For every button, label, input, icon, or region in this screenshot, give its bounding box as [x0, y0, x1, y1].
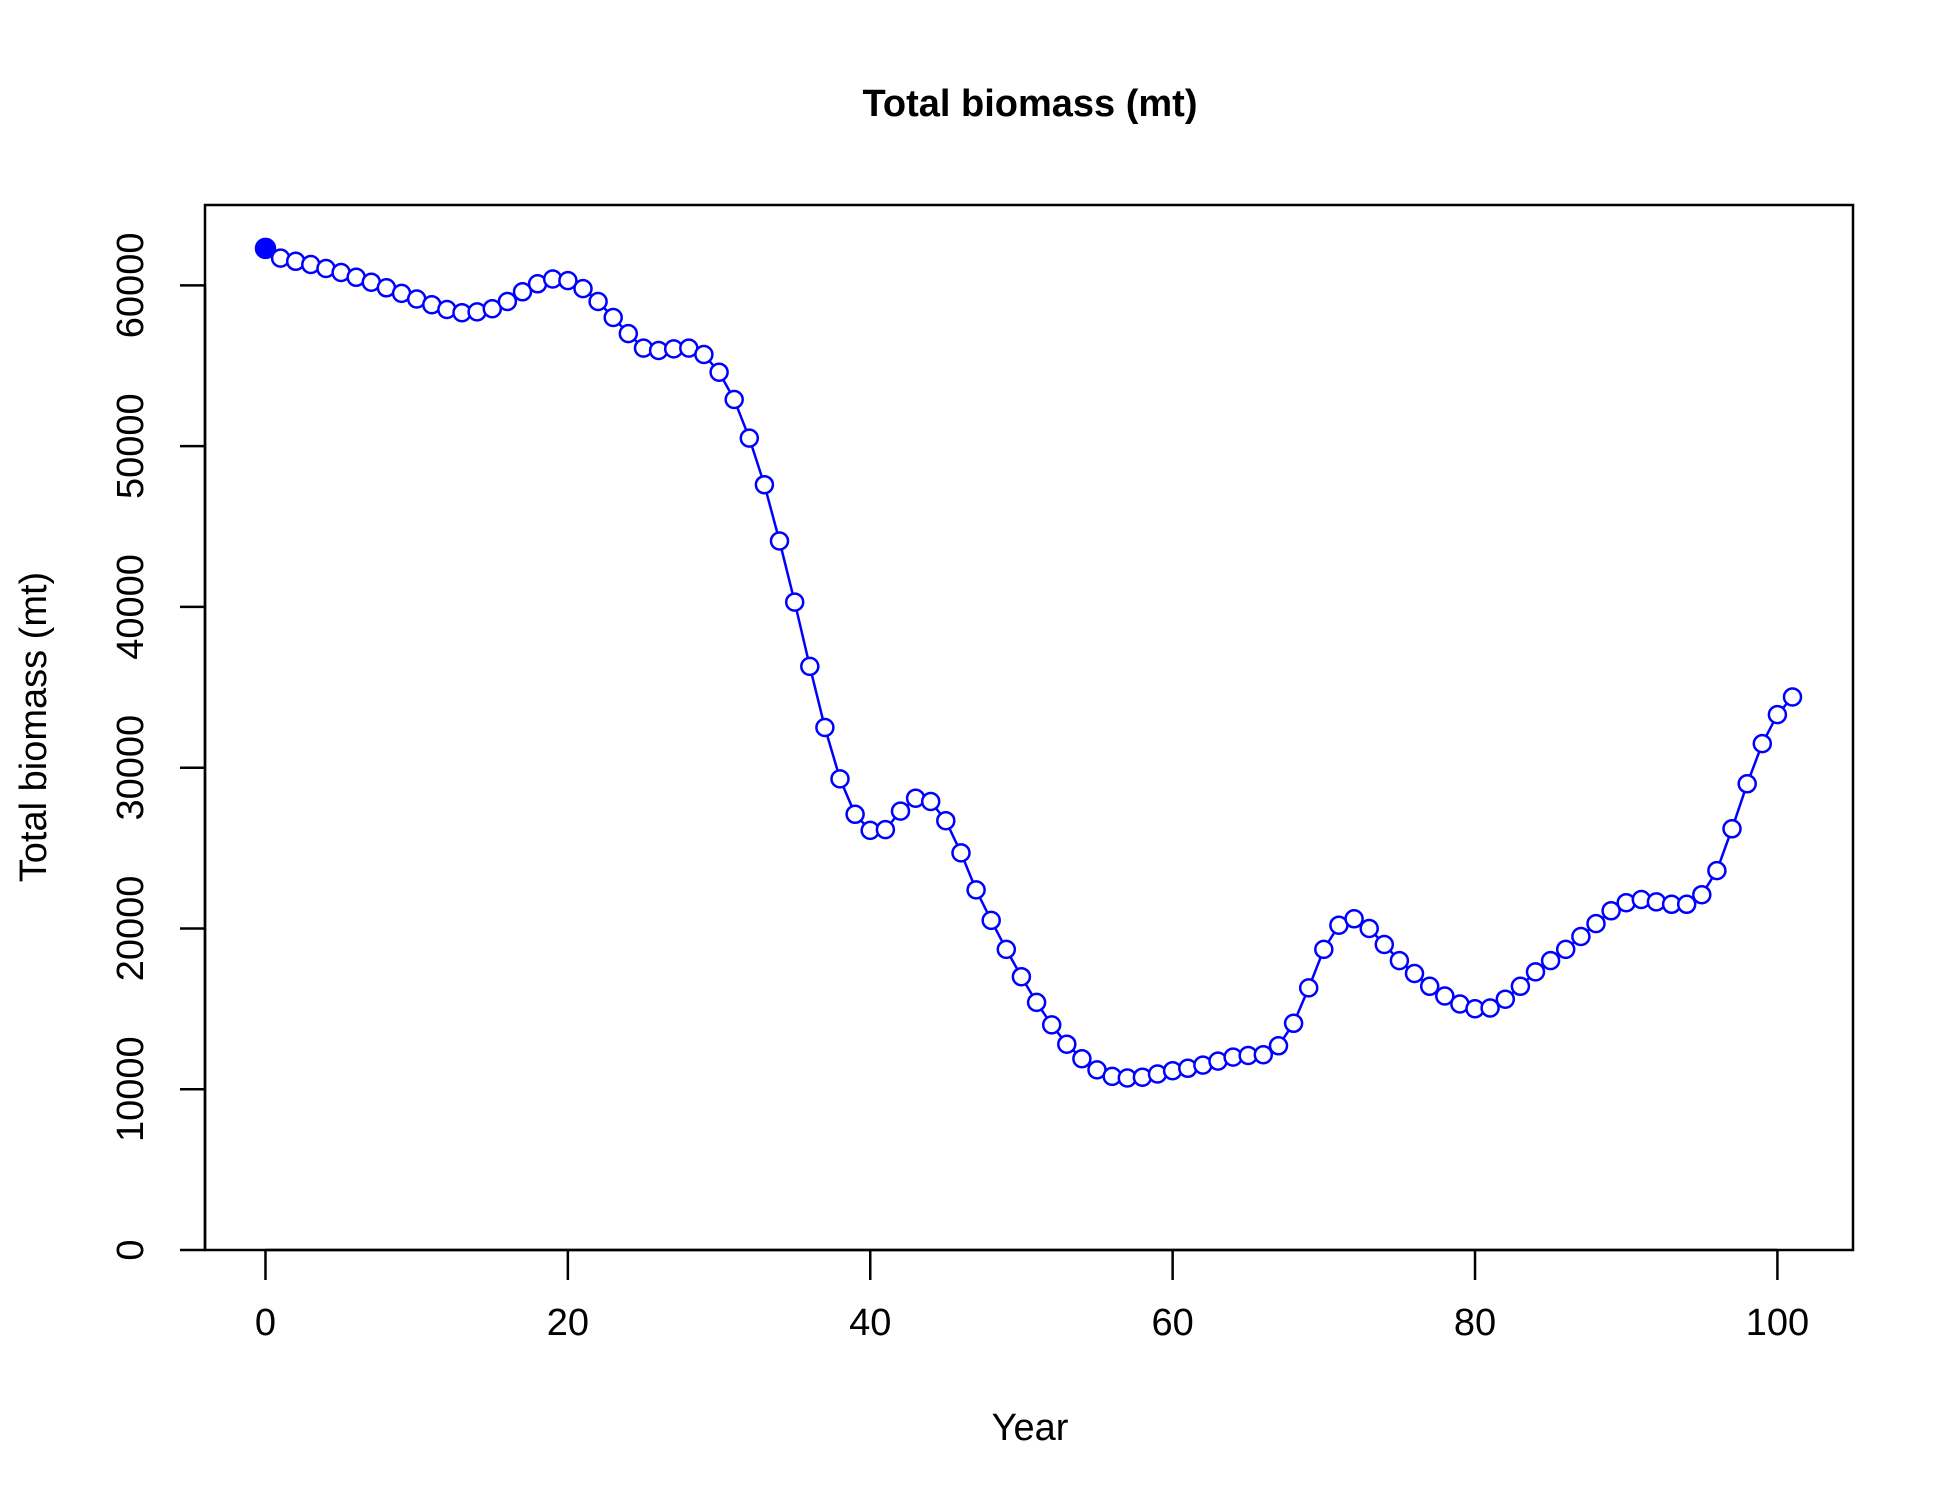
data-point — [1359, 918, 1379, 939]
x-tick-label: 80 — [1454, 1302, 1496, 1344]
data-point — [1298, 978, 1319, 998]
data-point — [603, 307, 623, 328]
data-point — [800, 656, 820, 677]
y-tick-label: 10000 — [110, 1036, 152, 1142]
data-point — [966, 880, 986, 900]
y-tick-label: 0 — [110, 1239, 152, 1260]
data-point — [724, 389, 744, 410]
data-point — [1480, 998, 1500, 1018]
data-point — [1692, 884, 1712, 905]
data-point — [1041, 1015, 1062, 1035]
data-point — [815, 717, 835, 738]
y-axis: 0 10000 20000 30000 40000 50000 60000 — [110, 233, 207, 1261]
chart-title: Total biomass (mt) — [863, 83, 1198, 125]
data-point — [1722, 819, 1742, 839]
data-point — [694, 344, 714, 365]
data-point — [1283, 1013, 1304, 1034]
y-tick-label: 50000 — [110, 393, 152, 499]
data-point — [784, 592, 805, 612]
data-point — [1571, 926, 1591, 947]
y-tick-label: 60000 — [110, 233, 152, 339]
series-points — [254, 237, 1803, 1088]
data-point — [1707, 860, 1727, 881]
plot-frame — [203, 203, 1855, 1252]
data-point — [1601, 901, 1621, 921]
data-point — [618, 323, 639, 344]
y-tick-label: 40000 — [110, 554, 152, 660]
data-point — [558, 270, 578, 291]
data-point — [996, 939, 1017, 960]
data-point-start — [254, 237, 277, 260]
data-point — [1767, 704, 1788, 725]
data-point — [1510, 976, 1531, 997]
x-axis: 0 20 40 60 80 100 — [255, 1248, 1809, 1344]
x-tick-label: 0 — [255, 1302, 276, 1344]
data-point — [890, 801, 911, 821]
data-point — [1011, 966, 1032, 987]
data-point — [1057, 1034, 1077, 1054]
y-axis-label: Total biomass (mt) — [13, 572, 55, 882]
data-point — [754, 474, 775, 495]
x-axis-label: Year — [992, 1407, 1069, 1449]
data-point — [1555, 939, 1576, 960]
data-point — [1752, 733, 1773, 754]
data-point — [1495, 989, 1516, 1009]
data-point — [1419, 976, 1440, 997]
data-point — [951, 843, 971, 863]
data-point — [497, 291, 518, 312]
data-point — [588, 291, 608, 312]
data-point — [1782, 687, 1803, 707]
data-point — [1314, 939, 1334, 960]
data-point — [845, 804, 865, 825]
data-point — [1344, 909, 1364, 929]
data-point — [1676, 894, 1697, 915]
data-point — [512, 282, 533, 302]
data-point — [1389, 950, 1410, 971]
data-point — [1374, 934, 1395, 955]
data-point — [1404, 963, 1425, 984]
x-tick-label: 20 — [547, 1302, 589, 1344]
data-point — [1435, 986, 1455, 1006]
data-point — [1540, 950, 1561, 971]
data-point — [936, 810, 956, 831]
data-point — [482, 298, 503, 319]
data-point — [739, 428, 760, 448]
data-point — [1525, 962, 1546, 982]
x-tick-label: 100 — [1746, 1302, 1809, 1344]
data-point — [573, 278, 593, 299]
data-point — [981, 910, 1001, 931]
data-point — [920, 791, 941, 812]
y-tick-label: 30000 — [110, 715, 152, 821]
data-point — [1072, 1048, 1092, 1069]
data-point — [875, 819, 896, 840]
data-point — [1268, 1036, 1289, 1056]
data-point — [1026, 992, 1047, 1013]
x-tick-label: 40 — [849, 1302, 891, 1344]
x-tick-label: 60 — [1151, 1302, 1193, 1344]
data-point — [709, 362, 729, 382]
y-tick-label: 20000 — [110, 876, 152, 982]
data-point — [1737, 774, 1757, 794]
data-point — [830, 769, 850, 789]
data-point — [769, 531, 790, 551]
data-point — [1586, 913, 1606, 934]
data-point — [1253, 1044, 1274, 1065]
